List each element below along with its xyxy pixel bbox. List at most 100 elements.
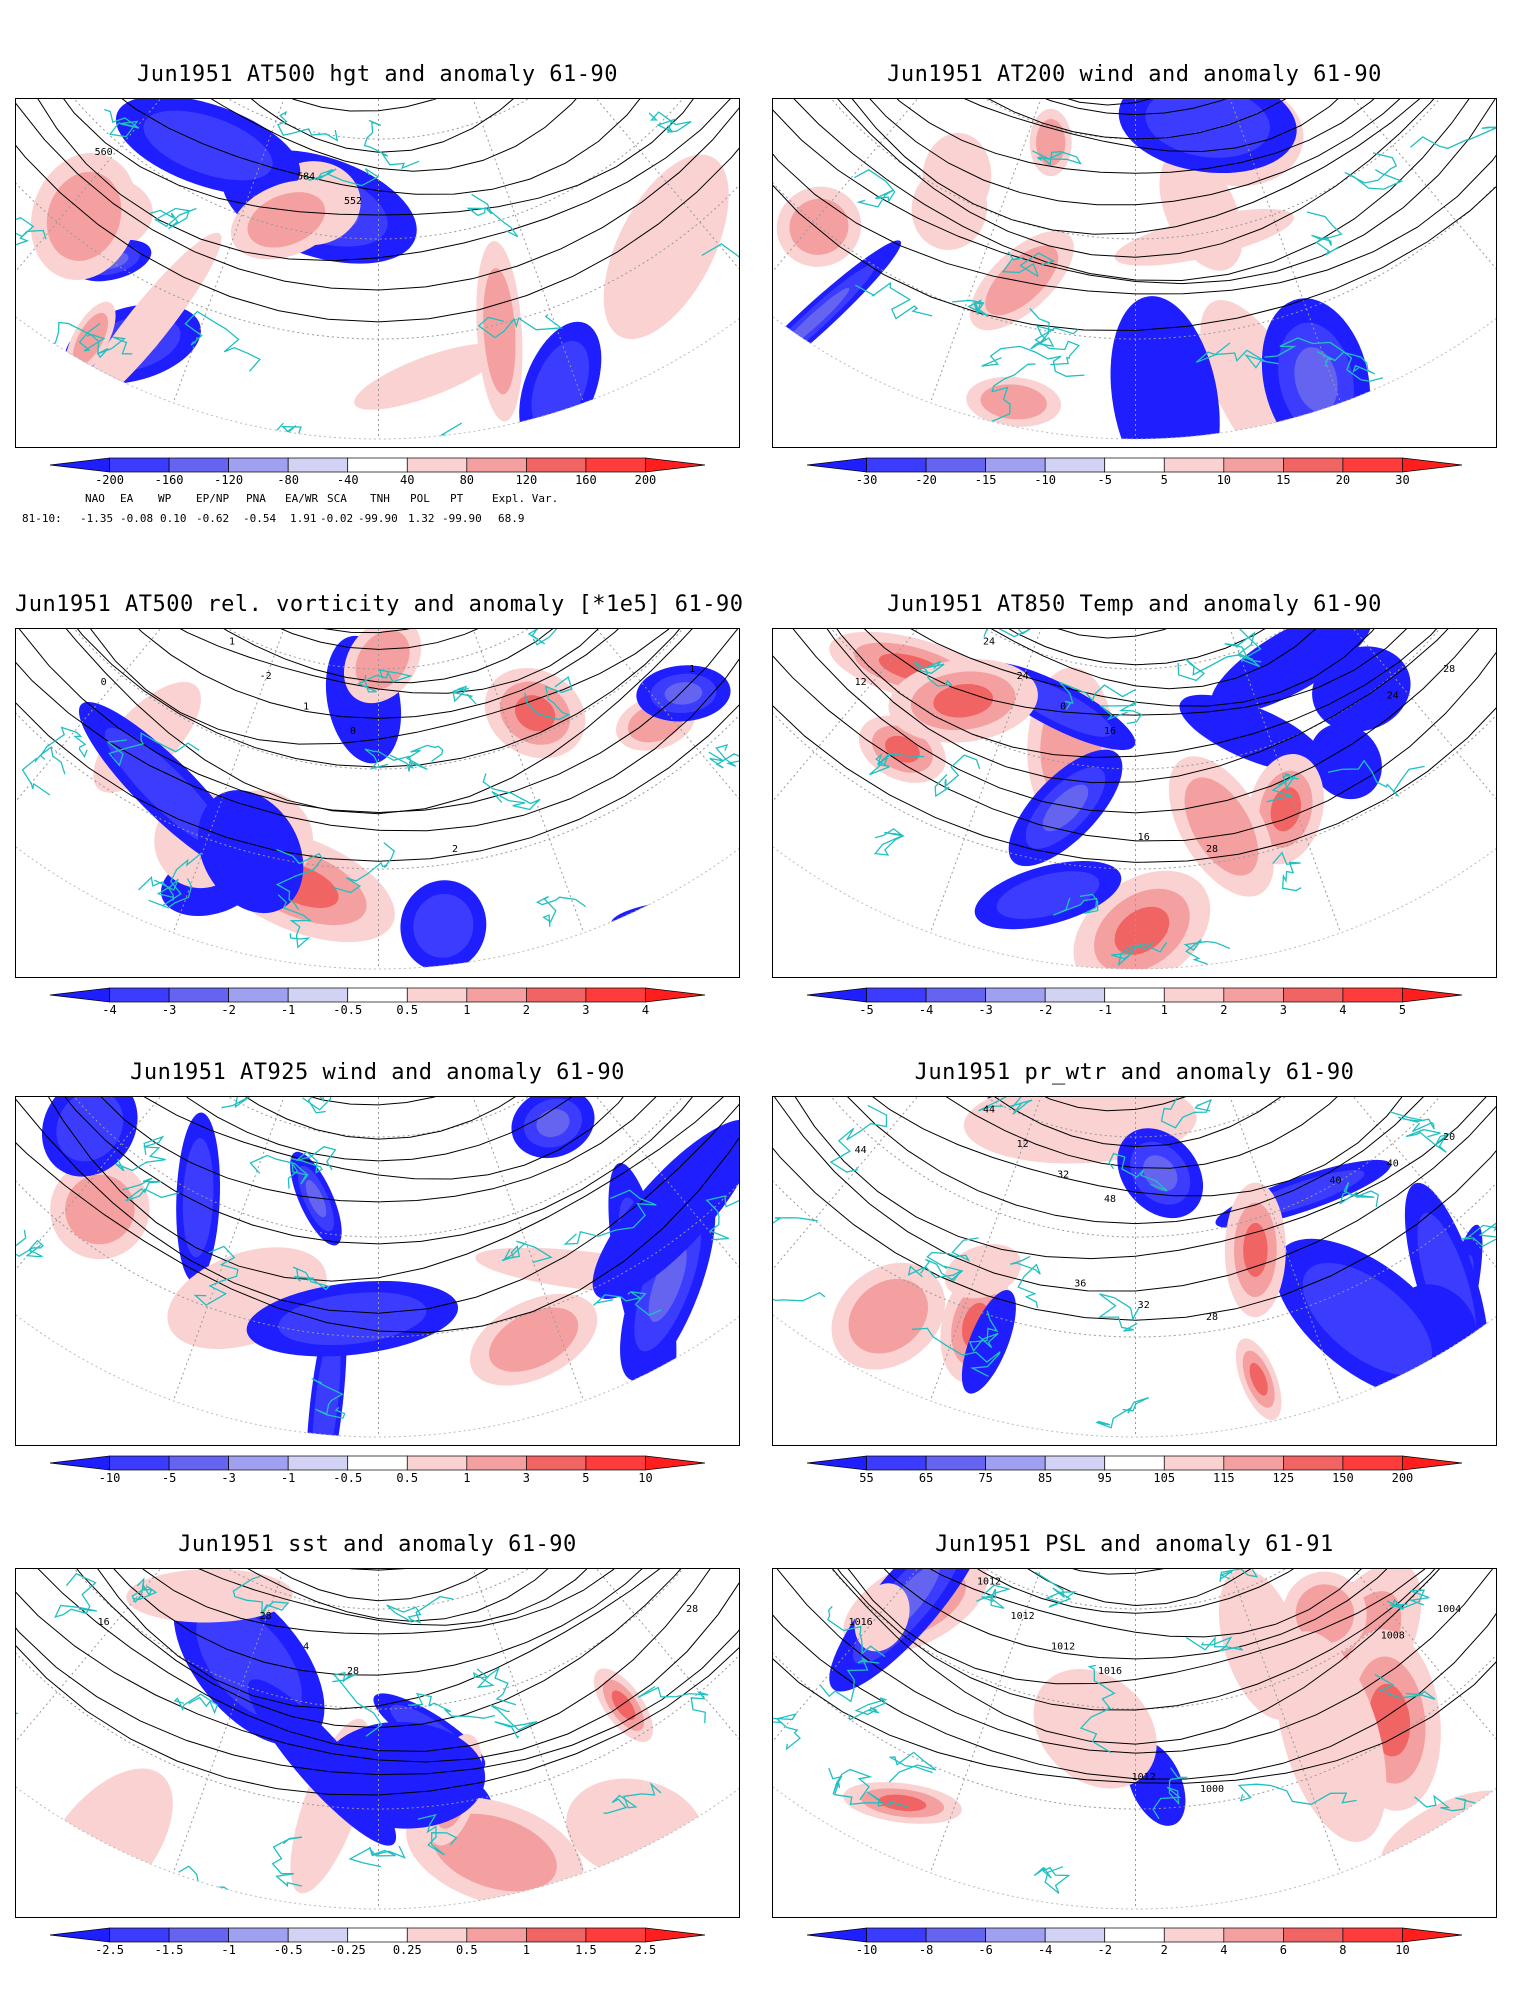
- anomaly-shade: [1110, 296, 1220, 439]
- coastline: [332, 1671, 383, 1737]
- coastline: [16, 1393, 60, 1415]
- colorbar-segment: [526, 457, 587, 473]
- coastline: [39, 726, 88, 760]
- contour-line: [97, 629, 660, 650]
- colorbar-tick-label: 150: [1332, 1471, 1354, 1485]
- coastline: [648, 111, 692, 133]
- colorbar-tick-label: -8: [918, 1943, 934, 1957]
- contour-line: [871, 629, 1407, 639]
- colorbar-segment: [645, 1927, 706, 1943]
- map-svg: 28 16 4 28 28: [16, 1569, 739, 1910]
- colorbar-segment: [866, 1455, 927, 1471]
- contour-label: 4: [303, 1641, 309, 1652]
- anomaly-shade: [603, 154, 729, 340]
- colorbar-tick-label: 10: [1216, 473, 1232, 487]
- anomaly-shade: [1243, 1222, 1268, 1277]
- anomaly-shade: [1114, 208, 1294, 266]
- colorbar-tick-label: -1.5: [154, 1943, 184, 1957]
- colorbar-tick-label: -2: [221, 1003, 236, 1017]
- coastline: [40, 321, 106, 358]
- coastline: [86, 333, 133, 359]
- coastline: [1389, 1111, 1435, 1133]
- anomaly-shade: [985, 245, 1059, 316]
- colorbar-tick-label: 15: [1276, 473, 1291, 487]
- coastline: [684, 1845, 739, 1880]
- colorbar-tick-label: -6: [978, 1943, 993, 1957]
- meridian-gridline: [378, 99, 739, 299]
- colorbar-tick-label: -1: [1097, 1003, 1112, 1017]
- coastline: [1183, 939, 1239, 969]
- contour-label: 16: [1138, 832, 1150, 843]
- colorbar-segment: [466, 1455, 527, 1471]
- colorbar-segment: [1402, 1455, 1463, 1471]
- colorbar-tick-label: -4: [918, 1003, 934, 1017]
- contour-line: [872, 1569, 1402, 1575]
- coastline: [276, 110, 339, 142]
- contour-line: [63, 1569, 685, 1622]
- colorbar-segment: [1044, 987, 1106, 1003]
- coastline: [1339, 1181, 1379, 1207]
- colorbar-segment: [1342, 1927, 1403, 1943]
- coastline: [1381, 971, 1419, 979]
- map-p7: 28 16 4 28 28: [15, 1568, 740, 1918]
- colorbar-tick-label: 200: [1391, 1471, 1414, 1485]
- coastline: [811, 914, 857, 967]
- colorbar-tick-label: 95: [1097, 1471, 1112, 1485]
- colorbar-segment: [466, 457, 527, 473]
- colorbar-tick-label: 80: [459, 473, 475, 487]
- contour-line: [865, 1097, 1411, 1112]
- colorbar: -10 -5 -3 -1 -0.5 0.5 1 3 5 10: [49, 1455, 706, 1496]
- colorbar-tick-label: 0.5: [396, 1471, 419, 1485]
- colorbar-tick-label: 0.5: [396, 1003, 419, 1017]
- meridian-gridline: [172, 629, 379, 933]
- colorbar-segment: [985, 1927, 1046, 1943]
- anomaly-shade: [773, 264, 876, 376]
- colorbar-segment: [806, 987, 867, 1003]
- coastline: [1195, 342, 1279, 369]
- coastline: [417, 1813, 458, 1856]
- contour-label: 1012: [977, 1577, 1001, 1588]
- coastline: [1034, 1571, 1077, 1609]
- colorbar-tick-label: -0.5: [333, 1471, 363, 1485]
- coastline: [848, 1697, 888, 1721]
- contour-line: [773, 1569, 1496, 1711]
- contour-label: 28: [1206, 1312, 1218, 1323]
- coastline: [773, 1713, 801, 1751]
- coastline: [1460, 1220, 1496, 1247]
- map-p8: 1016 1016 1012 1012 1004 1000 1012 1008 1012: [772, 1568, 1497, 1918]
- contour-line: [16, 1097, 739, 1245]
- colorbar-tick-label: -20: [915, 473, 937, 487]
- anomaly-shade: [72, 312, 109, 366]
- anomaly-shade: [1184, 777, 1259, 876]
- colorbar-segment: [109, 1927, 170, 1943]
- teleconnection-header: SCA: [327, 492, 347, 505]
- coastline: [854, 281, 933, 320]
- teleconnection-header: EP/NP: [196, 492, 230, 505]
- coastline: [773, 1217, 818, 1249]
- anomaly-shade: [354, 343, 502, 410]
- colorbar-segment: [228, 457, 289, 473]
- meridian-gridline: [1135, 1569, 1496, 1769]
- anomaly-shade: [1211, 629, 1373, 714]
- colorbar-tick-label: 10: [638, 1471, 653, 1485]
- colorbar-tick-label: 115: [1212, 1471, 1235, 1485]
- contour-line: [108, 99, 653, 112]
- colorbar-tick-label: -5: [161, 1471, 177, 1485]
- contour-label: 28: [260, 1611, 272, 1622]
- contour-line: [16, 629, 739, 862]
- contour-line: [773, 1569, 1496, 1784]
- colorbar: -5 -4 -3 -2 -1 1 2 3 4 5: [806, 987, 1463, 1028]
- coastline: [249, 1154, 309, 1189]
- colorbar-segment: [406, 987, 468, 1003]
- contour-label: 20: [1443, 1132, 1455, 1143]
- colorbar-segment: [49, 457, 110, 473]
- colorbar-tick-label: -200: [95, 473, 124, 487]
- anomaly-shade: [848, 1278, 929, 1354]
- colorbar-tick-label: -2: [1037, 1003, 1053, 1017]
- colorbar-tick-label: -1: [221, 1943, 236, 1957]
- map-svg: 1016 1016 1012 1012 1004 1000 1012 1008 1012: [773, 1569, 1496, 1910]
- colorbar: -30 -20 -15 -10 -5 5 10 15 20 30: [806, 457, 1463, 498]
- colorbar-segment: [168, 1455, 229, 1471]
- contour-line: [63, 629, 690, 684]
- coastline: [54, 1572, 98, 1619]
